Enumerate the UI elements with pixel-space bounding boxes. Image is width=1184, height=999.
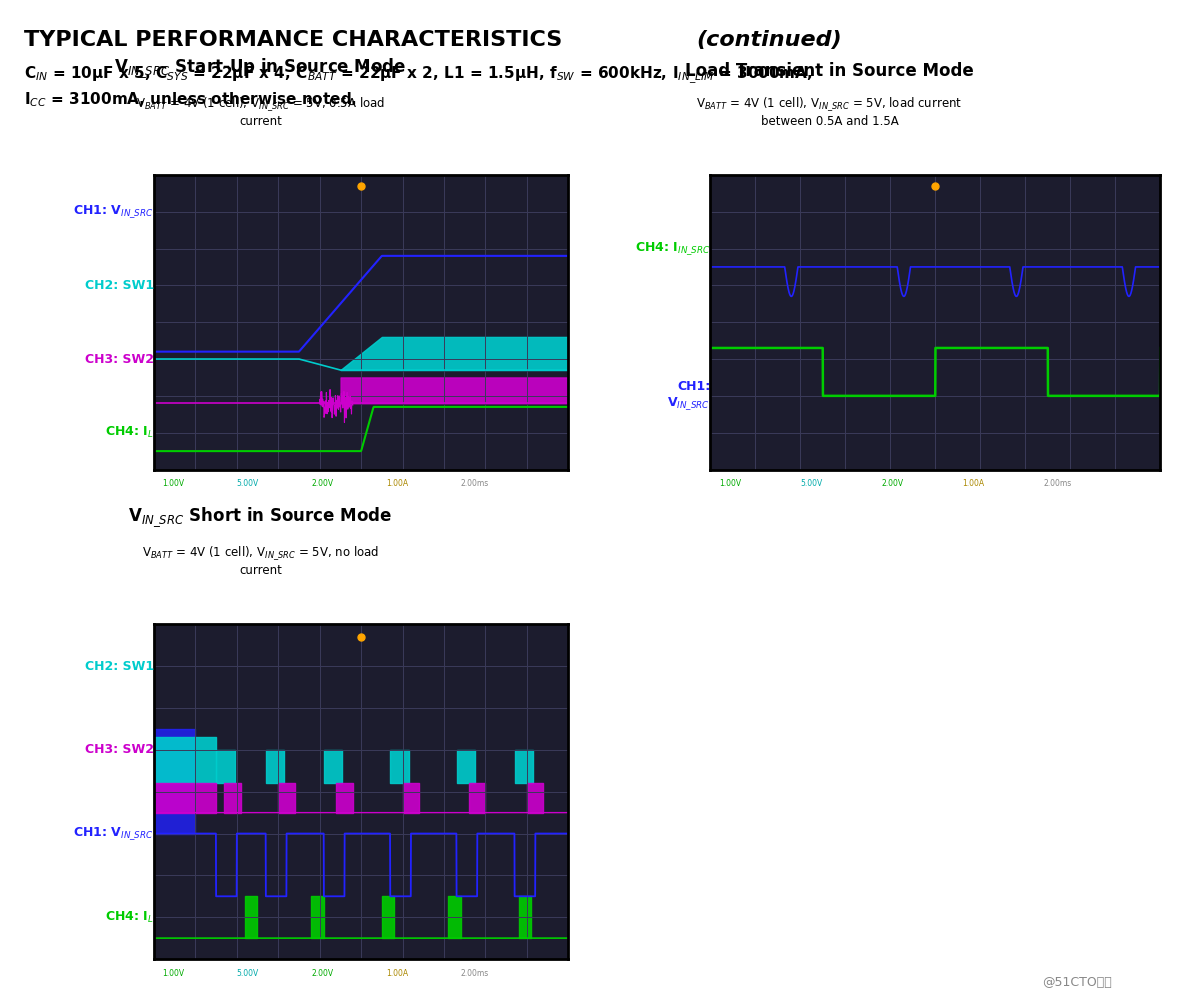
Text: 2.00V: 2.00V <box>881 479 903 489</box>
Text: 5.00V: 5.00V <box>237 968 259 978</box>
Text: CH4: I$_{IN\_SRC}$: CH4: I$_{IN\_SRC}$ <box>635 240 710 257</box>
Text: CH4: I$_L$: CH4: I$_L$ <box>105 910 154 925</box>
Text: CH3: SW2: CH3: SW2 <box>85 743 154 756</box>
Text: (continued): (continued) <box>696 30 842 50</box>
Text: 2.00ms: 2.00ms <box>1043 479 1072 489</box>
Text: 1.00A: 1.00A <box>386 479 408 489</box>
Text: CH3: SW2: CH3: SW2 <box>85 353 154 366</box>
Text: 2.00V: 2.00V <box>311 968 334 978</box>
Text: V$_{BATT}$ = 4V (1 cell), V$_{IN\_SRC}$ = 5V, load current
between 0.5A and 1.5A: V$_{BATT}$ = 4V (1 cell), V$_{IN\_SRC}$ … <box>696 95 963 128</box>
Text: 1.00V: 1.00V <box>162 968 185 978</box>
Text: 1.00V: 1.00V <box>162 479 185 489</box>
Text: 2.00V: 2.00V <box>311 479 334 489</box>
Text: 2.00ms: 2.00ms <box>461 968 489 978</box>
Text: CH1: V$_{IN\_SRC}$: CH1: V$_{IN\_SRC}$ <box>73 203 154 220</box>
Text: 5.00V: 5.00V <box>800 479 823 489</box>
Text: 1.00A: 1.00A <box>963 479 984 489</box>
Text: 5.00V: 5.00V <box>237 479 259 489</box>
Text: I$_{CC}$ = 3100mA, unless otherwise noted.: I$_{CC}$ = 3100mA, unless otherwise note… <box>24 90 356 109</box>
Text: 1.00A: 1.00A <box>386 968 408 978</box>
Text: @51CTO博客: @51CTO博客 <box>1042 976 1112 989</box>
Text: 2.00ms: 2.00ms <box>461 479 489 489</box>
Text: C$_{IN}$ = 10μF x 5, C$_{SYS}$ = 22μF x 4, C$_{BATT}$ = 22μF x 2, L1 = 1.5μH, f$: C$_{IN}$ = 10μF x 5, C$_{SYS}$ = 22μF x … <box>24 65 812 86</box>
Text: V$_{BATT}$ = 4V (1 cell), V$_{IN\_SRC}$ = 5V, 0.5A load
current: V$_{BATT}$ = 4V (1 cell), V$_{IN\_SRC}$ … <box>136 95 385 128</box>
Text: CH2: SW1: CH2: SW1 <box>85 659 154 672</box>
Text: CH1: V$_{IN\_SRC}$: CH1: V$_{IN\_SRC}$ <box>73 825 154 842</box>
Text: TYPICAL PERFORMANCE CHARACTERISTICS: TYPICAL PERFORMANCE CHARACTERISTICS <box>24 30 570 50</box>
Text: CH2: SW1: CH2: SW1 <box>85 279 154 292</box>
Text: V$_{IN\_SRC}$ Start-Up in Source Mode: V$_{IN\_SRC}$ Start-Up in Source Mode <box>115 57 406 80</box>
Text: CH4: I$_L$: CH4: I$_L$ <box>105 426 154 441</box>
Text: Load Transient in Source Mode: Load Transient in Source Mode <box>686 62 973 80</box>
Text: CH1:
V$_{IN\_SRC}$: CH1: V$_{IN\_SRC}$ <box>668 380 710 412</box>
Text: V$_{IN\_SRC}$ Short in Source Mode: V$_{IN\_SRC}$ Short in Source Mode <box>128 506 393 529</box>
Text: 1.00V: 1.00V <box>720 479 741 489</box>
Text: V$_{BATT}$ = 4V (1 cell), V$_{IN\_SRC}$ = 5V, no load
current: V$_{BATT}$ = 4V (1 cell), V$_{IN\_SRC}$ … <box>142 544 379 577</box>
